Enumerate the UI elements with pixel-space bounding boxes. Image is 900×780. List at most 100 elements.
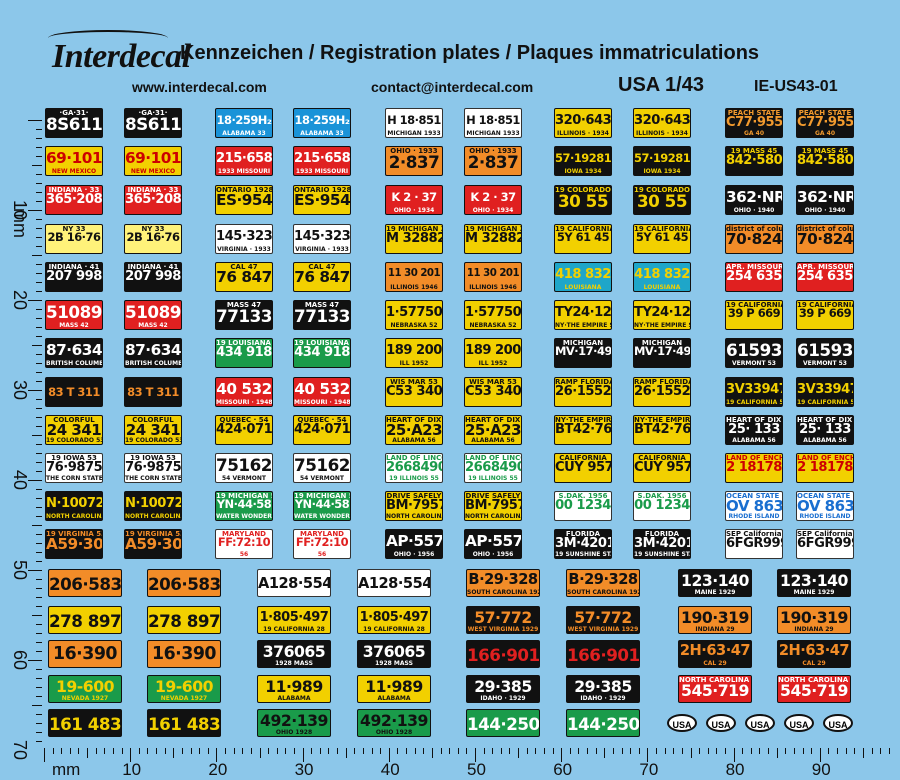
plate-bottom-text: OHIO · 1934	[393, 207, 435, 214]
ruler-tick	[36, 534, 42, 535]
plate-number: 6FGR999	[797, 536, 854, 551]
ruler-tick	[802, 748, 804, 754]
license-plate: H 18·851 MICHIGAN 1933	[464, 108, 522, 138]
ruler-tick	[36, 237, 42, 238]
plate-number: A128·554	[358, 574, 431, 592]
ruler-label: 80	[725, 760, 745, 779]
plate-number: 215·658	[294, 150, 351, 166]
ruler-tick	[406, 748, 408, 754]
plate-top-text: 19 IOWA 53	[130, 454, 176, 462]
plate-top-text: SEP California 2010	[797, 530, 853, 538]
plate-bottom-text: OHIO · 1956	[393, 551, 435, 558]
plate-number: ES·954	[216, 191, 273, 209]
plate-bottom-text: INDIANA 29	[695, 626, 735, 633]
ruler-tick	[36, 642, 42, 643]
license-plate: 19 CALIFORNIA 5039 P 669	[725, 300, 783, 330]
license-plate: S.DAK. 1956 00 1234	[554, 491, 612, 521]
plate-number: 11 30 201	[387, 268, 441, 280]
license-plate: 51089 MASS 42	[45, 300, 103, 330]
license-plate-wide: 376065 1928 MASS	[257, 640, 331, 668]
license-plate: OHIO · 1933 2·837	[464, 146, 522, 176]
ruler-tick	[36, 516, 42, 517]
ruler-tick	[828, 748, 830, 754]
plate-top-text: 19 MICHIGAN 34	[386, 225, 442, 233]
license-plate: 362·NR OHIO · 1940	[796, 185, 854, 215]
plate-top-text: QUEBEC · 54	[219, 416, 269, 424]
license-plate-wide: 57·772 WEST VIRGINIA 1929	[466, 606, 540, 634]
plate-bottom-text: 54 VERMONT	[300, 475, 344, 482]
license-plate: NY 33 2B 16·76	[124, 224, 182, 254]
license-plate: N·10072 NORTH CAROLINA 53	[45, 491, 103, 521]
plate-bottom-text: ALABAMA 56	[392, 437, 436, 444]
ruler-tick	[673, 748, 675, 754]
license-plate: AP·557 OHIO · 1956	[464, 529, 522, 559]
ruler-tick	[28, 660, 42, 661]
plate-bottom-text: ALABAMA 33	[222, 130, 266, 137]
plate-top-text: HEART OF DIXIE	[386, 416, 443, 424]
ruler-tick	[32, 615, 42, 616]
ruler-tick	[500, 748, 502, 754]
ruler-tick	[604, 748, 606, 758]
ruler-label: 50	[10, 560, 30, 581]
license-plate: 19 MICHIGAN 55YN·44·58 WATER WONDERLAND	[293, 491, 351, 521]
plate-number: 76·9875	[125, 460, 182, 475]
ruler-tick	[518, 748, 520, 758]
plate-number: 76 847	[294, 268, 350, 286]
plate-number: 83 T 311	[127, 385, 179, 400]
license-plate: 11 30 201 ILLINOIS 1946	[385, 262, 443, 292]
plate-number: 70·824	[797, 230, 854, 248]
ruler-tick	[112, 748, 114, 754]
ruler-label: 60	[553, 760, 573, 779]
plate-number: 424·071	[294, 422, 351, 437]
license-plate-wide: 376065 1928 MASS	[357, 640, 431, 668]
plate-bottom-text: 1933 MISSOURI	[217, 168, 271, 175]
plate-top-text: OHIO · 1933	[390, 147, 438, 155]
ruler-tick	[28, 390, 42, 391]
plate-top-text: 19 MASS 45	[801, 147, 849, 155]
plate-bottom-text: SOUTH CAROLINA 1928	[467, 589, 540, 596]
license-plate: 19 MICHIGAN 34M 32882	[464, 224, 522, 254]
ruler-tick	[750, 748, 752, 754]
license-plate: 1·57750 NEBRASKA 52	[385, 300, 443, 330]
plate-number: TY24·12	[555, 304, 612, 320]
plate-bottom-text: VERMONT 53	[732, 360, 776, 367]
license-plate-wide: 16·390	[147, 640, 221, 668]
plate-top-text: RAMP FLORIDA ORBER	[555, 378, 612, 386]
license-plate: ·GA·31· 8S611	[45, 108, 103, 138]
ruler-tick	[156, 748, 158, 754]
ruler-tick	[36, 507, 42, 508]
ruler-tick	[535, 748, 537, 754]
plate-bottom-text: 19 SUNSHINE STATE 56	[555, 551, 611, 558]
ruler-tick	[36, 246, 42, 247]
ruler-tick	[569, 748, 571, 754]
horizontal-ruler: mm 10 20 30 40 50 60 70 80 90	[40, 748, 900, 779]
ruler-tick	[225, 748, 227, 754]
ruler-tick	[130, 748, 132, 762]
license-plate: ONTARIO 1928 ES·954	[215, 185, 273, 215]
website-link[interactable]: www.interdecal.com	[132, 79, 267, 95]
plate-bottom-text: 1928 MASS	[375, 660, 413, 667]
ruler-tick	[36, 417, 42, 418]
ruler-tick	[733, 748, 735, 762]
plate-number: 24 341	[46, 421, 102, 439]
ruler-tick	[78, 748, 80, 754]
plate-bottom-text: 19 CALIFORNIA 28	[363, 626, 425, 633]
plate-number: 190·319	[681, 607, 749, 627]
license-plate: WIS MAR 53 C53 340	[464, 377, 522, 407]
plate-bottom-text: RHODE ISLAND	[799, 513, 851, 520]
plate-number: 25·A23	[465, 421, 522, 439]
plate-top-text: MARYLAND	[221, 530, 266, 538]
license-plate: HEART OF DIXIE 25·A23 ALABAMA 56	[385, 415, 443, 445]
plate-top-text: 19 CALIFORNIA 50	[797, 301, 854, 309]
plate-number: 30 55	[636, 191, 688, 211]
contact-email[interactable]: contact@interdecal.com	[371, 79, 534, 95]
plate-bottom-text: CAL 29	[802, 660, 826, 667]
plate-number: FF:72:10	[217, 535, 271, 549]
plate-bottom-text: OHIO · 1934	[472, 207, 514, 214]
logo-swoosh	[48, 30, 168, 46]
ruler-tick	[36, 597, 42, 598]
license-plate: 57·19281 IOWA 1934	[554, 146, 612, 176]
plate-bottom-text: ILL 1952	[399, 360, 429, 367]
